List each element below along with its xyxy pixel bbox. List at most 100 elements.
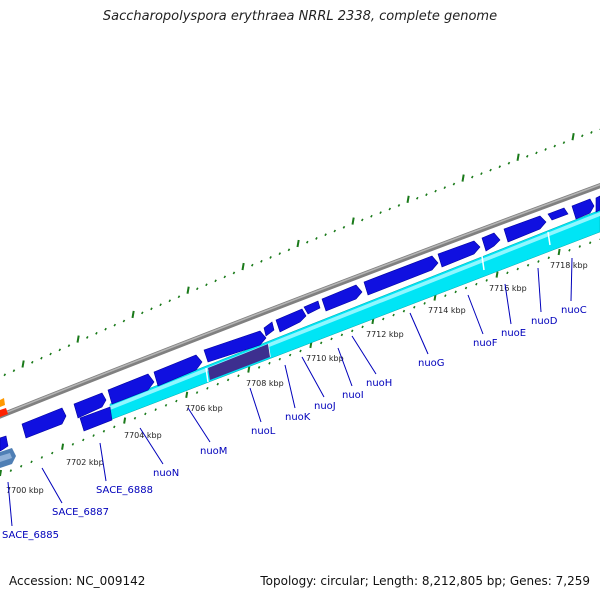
outer-tick-mark	[333, 229, 337, 233]
outer-tick-mark	[214, 279, 217, 283]
inner-tick-mark	[588, 241, 592, 245]
gene-arrow	[363, 255, 439, 296]
inner-tick-mark	[0, 469, 2, 477]
gene-label[interactable]: nuoM	[200, 446, 227, 457]
gene-label[interactable]: nuoL	[251, 426, 276, 437]
inner-tick-mark	[382, 317, 385, 321]
outer-tick-mark	[434, 189, 437, 193]
outer-tick-mark	[425, 193, 428, 197]
gene-label[interactable]: SACE_6885	[2, 530, 59, 541]
gene-label[interactable]: nuoD	[531, 316, 558, 327]
outer-tick-mark	[315, 237, 318, 240]
outer-tick-mark	[3, 373, 7, 377]
outer-tick-mark	[351, 217, 355, 225]
genome-title: Saccharopolyspora erythraea NRRL 2338, c…	[102, 9, 498, 24]
gene-arrow	[21, 407, 67, 439]
gene-leader-line	[139, 427, 164, 465]
inner-tick-mark	[257, 366, 261, 369]
gene-label[interactable]: nuoN	[153, 468, 179, 479]
gene-label[interactable]: nuoG	[418, 358, 445, 369]
outer-tick-mark	[40, 356, 43, 360]
gene-label[interactable]: nuoI	[342, 390, 364, 401]
gene-label[interactable]: nuoC	[561, 305, 587, 316]
inner-tick-mark	[351, 329, 354, 333]
outer-tick-mark	[342, 225, 346, 229]
gene-arrow	[275, 308, 307, 333]
gene-leader-line	[537, 267, 542, 313]
gene-leader-line	[301, 356, 325, 398]
kbp-label: 7712 kbp	[366, 330, 404, 339]
outer-tick-mark	[58, 348, 62, 352]
inner-tick-mark	[557, 248, 561, 256]
outer-tick-mark	[104, 327, 107, 331]
outer-tick-mark	[305, 240, 309, 244]
inner-tick-mark	[102, 429, 106, 433]
outer-tick-mark	[150, 307, 153, 311]
outer-tick-mark	[260, 259, 263, 263]
outer-tick-mark	[30, 360, 34, 364]
outer-tick-mark	[223, 275, 227, 279]
outer-tick-mark	[379, 211, 382, 215]
outer-tick-mark	[21, 360, 25, 368]
kbp-label: 7702 kbp	[66, 458, 104, 467]
outer-tick-mark	[269, 256, 272, 259]
inner-tick-mark	[247, 366, 251, 373]
gene-arrow	[437, 240, 481, 268]
inner-tick-mark	[516, 267, 519, 271]
outer-tick-mark	[571, 133, 575, 141]
outer-tick-mark	[159, 303, 162, 307]
gene-label[interactable]: nuoH	[366, 378, 392, 389]
gene-label[interactable]: nuoJ	[314, 401, 336, 412]
inner-tick-mark	[278, 357, 282, 361]
inner-tick-mark	[195, 391, 199, 394]
inner-tick-mark	[216, 382, 219, 386]
outer-tick-mark	[67, 344, 71, 348]
outer-tick-mark	[287, 248, 291, 252]
outer-tick-mark	[186, 286, 190, 294]
inner-tick-mark	[144, 412, 147, 416]
gene-leader-line	[41, 467, 63, 504]
inner-tick-mark	[268, 361, 271, 365]
gene-arrow	[263, 321, 275, 337]
outer-tick-mark	[516, 153, 520, 161]
inner-tick-mark	[175, 399, 178, 403]
inner-tick-mark	[495, 271, 499, 278]
outer-tick-mark	[296, 239, 300, 248]
inner-tick-mark	[485, 279, 488, 282]
kbp-label: 7716 kbp	[489, 284, 527, 293]
inner-tick-mark	[237, 374, 240, 378]
outer-tick-mark	[12, 369, 16, 373]
gene-leader-line	[351, 335, 377, 375]
outer-tick-mark	[397, 203, 401, 207]
gene-arrow	[0, 435, 9, 452]
gene-label[interactable]: SACE_6888	[96, 485, 153, 496]
inner-tick-mark	[30, 460, 33, 464]
outer-tick-mark	[489, 168, 492, 172]
gene-leader-line	[467, 294, 484, 335]
kbp-label: 7708 kbp	[246, 379, 284, 388]
inner-tick-mark	[288, 353, 292, 357]
outer-tick-mark	[498, 165, 502, 169]
outer-tick-mark	[415, 196, 419, 200]
outer-tick-mark	[525, 154, 529, 158]
inner-tick-mark	[454, 290, 457, 294]
gene-label[interactable]: nuoK	[285, 412, 311, 423]
outer-tick-mark	[443, 186, 447, 190]
outer-tick-mark	[562, 141, 566, 145]
gene-label[interactable]: nuoE	[501, 328, 526, 339]
gene-arrow	[571, 198, 595, 220]
gene-label[interactable]: nuoF	[473, 338, 498, 349]
outer-tick-mark	[544, 148, 547, 151]
outer-tick-mark	[370, 214, 373, 218]
inner-tick-ring	[0, 238, 600, 477]
inner-tick-mark	[578, 245, 582, 248]
gene-label[interactable]: SACE_6887	[52, 507, 109, 518]
inner-tick-mark	[361, 325, 364, 329]
inner-tick-mark	[113, 425, 116, 429]
inner-tick-mark	[185, 391, 189, 398]
inner-tick-mark	[51, 451, 54, 455]
gene-leader-line	[284, 364, 296, 409]
inner-tick-mark	[568, 248, 571, 252]
